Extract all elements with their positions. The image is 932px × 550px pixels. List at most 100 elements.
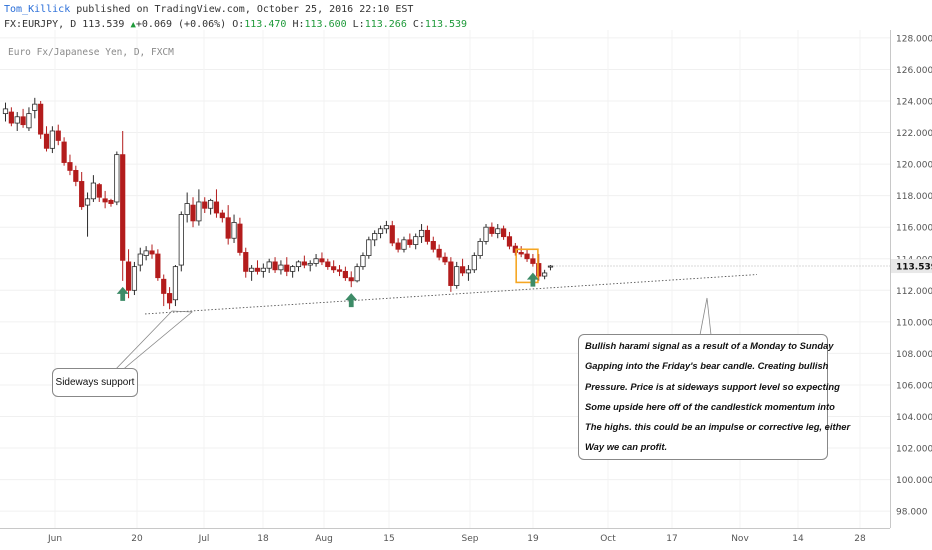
- candle-body: [14, 116, 20, 124]
- up-arrow-icon: [526, 272, 539, 287]
- x-tick-label: 20: [131, 534, 143, 544]
- candle-body: [143, 250, 149, 256]
- candle-body: [465, 269, 472, 274]
- bull-candle: [413, 233, 419, 250]
- candle-body: [155, 253, 161, 279]
- bear-candle: [237, 217, 243, 256]
- candle-body: [413, 236, 419, 245]
- candle-body: [96, 184, 102, 198]
- candle-body: [237, 223, 243, 253]
- bear-candle: [120, 130, 126, 281]
- harami-line: Pressure. Price is at sideways support l…: [585, 380, 840, 392]
- candle-body: [436, 248, 442, 258]
- bull-candle: [354, 263, 360, 283]
- bull-candle: [471, 252, 477, 273]
- harami-callout: Bullish harami signal as a result of a M…: [578, 334, 851, 460]
- bear-candle: [325, 258, 331, 270]
- candle-body: [500, 228, 507, 238]
- bear-candle: [55, 124, 61, 146]
- y-tick-label: 112.000: [896, 287, 932, 297]
- bull-candle: [14, 112, 20, 131]
- candle-body: [231, 222, 237, 239]
- x-tick-label: Nov: [731, 534, 749, 544]
- bear-candle: [424, 225, 431, 245]
- bull-candle: [278, 260, 284, 275]
- bear-candle: [108, 198, 114, 207]
- x-tick-label: 15: [383, 534, 394, 544]
- close-label: C:: [406, 19, 425, 30]
- bull-candle: [477, 238, 483, 259]
- bull-candle: [90, 175, 96, 202]
- candles: [2, 97, 554, 310]
- bear-candle: [155, 249, 161, 281]
- bull-candle: [290, 265, 296, 278]
- candle-body: [366, 239, 372, 256]
- x-tick-label: Sep: [462, 534, 479, 544]
- grid-lines: [0, 30, 890, 528]
- candle-body: [243, 252, 249, 272]
- bull-candle: [2, 102, 9, 122]
- x-tick-label: 28: [854, 534, 866, 544]
- y-tick-label: 118.000: [896, 192, 932, 202]
- candle-body: [149, 250, 155, 255]
- bull-candle: [360, 252, 366, 270]
- support-line: [144, 274, 758, 315]
- bear-candle: [336, 265, 343, 277]
- bear-candle: [500, 225, 507, 240]
- x-tick-label: 18: [257, 534, 269, 544]
- chart-subtitle: Euro Fx/Japanese Yen, D, FXCM: [8, 47, 174, 58]
- candle-body: [61, 141, 67, 163]
- candle-body: [213, 201, 220, 214]
- candle-body: [202, 201, 208, 209]
- candle-body: [506, 236, 513, 247]
- candle-body: [172, 266, 179, 301]
- support-callout-text: Sideways support: [55, 377, 135, 388]
- bear-candle: [79, 171, 85, 210]
- bull-candle: [196, 189, 202, 226]
- candle-body: [67, 162, 73, 171]
- bull-candle: [418, 224, 425, 243]
- candle-body: [131, 266, 138, 291]
- y-tick-label: 126.000: [896, 66, 932, 76]
- x-tick-label: Jul: [198, 534, 210, 544]
- candle-body: [73, 170, 79, 182]
- y-tick-label: 128.000: [896, 34, 932, 44]
- low-label: L:: [346, 19, 365, 30]
- candle-body: [377, 228, 384, 234]
- candle-body: [342, 270, 348, 279]
- bull-candle: [547, 265, 554, 271]
- bull-candle: [172, 265, 179, 307]
- bear-candle: [202, 197, 208, 214]
- candle-body: [336, 269, 343, 272]
- bull-candle: [295, 260, 302, 272]
- bull-candle: [377, 225, 384, 239]
- bear-candle: [43, 126, 50, 152]
- bear-candle: [61, 137, 67, 166]
- publish-info: Tom_Killick published on TradingView.com…: [4, 4, 413, 15]
- last-price-badge: [891, 259, 932, 274]
- bull-candle: [131, 261, 138, 296]
- bull-candle: [137, 247, 143, 272]
- bull-candle: [266, 258, 272, 273]
- candle-body: [102, 198, 108, 203]
- bull-candle: [114, 151, 120, 206]
- harami-line: Bullish harami signal as a result of a M…: [585, 340, 834, 351]
- author-link[interactable]: Tom_Killick: [4, 4, 71, 15]
- candle-body: [272, 261, 278, 271]
- harami-line: The highs. this could be an impulse or c…: [585, 421, 851, 433]
- bear-candle: [331, 260, 337, 273]
- bear-candle: [161, 274, 167, 307]
- x-tick-label: Aug: [315, 534, 333, 544]
- bull-candle: [372, 230, 378, 247]
- harami-callout-pointer: [699, 297, 712, 336]
- bear-candle: [125, 249, 132, 299]
- harami-line: Some upside here off of the candlestick …: [585, 400, 835, 412]
- bear-candle: [489, 222, 495, 237]
- harami-line: Gapping into the Friday's bear candle. C…: [585, 360, 829, 372]
- symbol-label: FX:EURJPY, D: [4, 19, 83, 30]
- bull-candle: [401, 236, 407, 253]
- bear-candle: [38, 101, 44, 139]
- candle-body: [354, 266, 360, 282]
- bear-candle: [506, 231, 513, 250]
